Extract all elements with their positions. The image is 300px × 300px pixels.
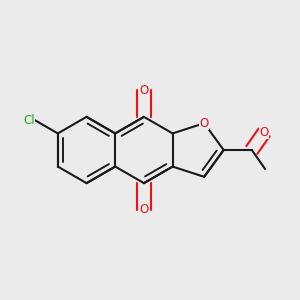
Text: O: O xyxy=(139,203,148,216)
Text: O: O xyxy=(139,84,148,97)
Text: O: O xyxy=(200,117,209,130)
Text: Cl: Cl xyxy=(23,114,35,127)
Text: O: O xyxy=(260,126,269,139)
